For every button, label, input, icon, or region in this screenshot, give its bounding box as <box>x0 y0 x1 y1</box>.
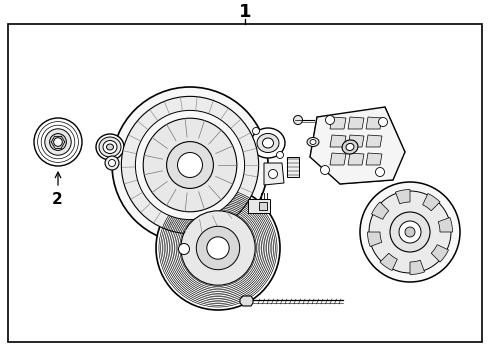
Polygon shape <box>410 260 424 275</box>
Text: 2: 2 <box>51 192 62 207</box>
Polygon shape <box>310 107 405 184</box>
Polygon shape <box>348 135 364 147</box>
Polygon shape <box>240 296 253 306</box>
Ellipse shape <box>310 140 316 144</box>
Circle shape <box>143 118 237 212</box>
Circle shape <box>167 141 214 188</box>
Polygon shape <box>330 153 346 165</box>
Circle shape <box>360 182 460 282</box>
Circle shape <box>112 87 268 243</box>
Circle shape <box>196 226 240 270</box>
Polygon shape <box>366 135 382 147</box>
Circle shape <box>390 212 430 252</box>
Circle shape <box>177 153 202 177</box>
Bar <box>8 24 482 342</box>
Circle shape <box>54 138 62 146</box>
Text: 1: 1 <box>239 3 251 21</box>
Ellipse shape <box>257 134 279 153</box>
Polygon shape <box>380 253 397 270</box>
Polygon shape <box>431 245 448 262</box>
Circle shape <box>45 129 71 155</box>
Circle shape <box>399 221 421 243</box>
Polygon shape <box>264 163 284 185</box>
Bar <box>287 157 299 177</box>
Circle shape <box>405 227 415 237</box>
Polygon shape <box>395 189 410 204</box>
Ellipse shape <box>103 140 117 153</box>
Circle shape <box>207 237 229 259</box>
Polygon shape <box>371 202 389 219</box>
Circle shape <box>320 166 329 175</box>
Circle shape <box>269 170 277 179</box>
Polygon shape <box>368 232 382 247</box>
Ellipse shape <box>307 138 319 147</box>
Circle shape <box>105 156 119 170</box>
Polygon shape <box>366 117 382 129</box>
Circle shape <box>369 191 451 273</box>
Polygon shape <box>366 153 382 165</box>
Ellipse shape <box>99 137 121 157</box>
Ellipse shape <box>106 144 114 150</box>
Polygon shape <box>330 117 346 129</box>
Ellipse shape <box>251 128 285 158</box>
Polygon shape <box>438 217 452 232</box>
Circle shape <box>135 111 245 220</box>
Circle shape <box>181 211 255 285</box>
Circle shape <box>252 127 260 135</box>
Polygon shape <box>168 239 198 259</box>
Ellipse shape <box>346 144 354 150</box>
Circle shape <box>49 134 67 150</box>
Circle shape <box>156 186 280 310</box>
Circle shape <box>108 159 116 166</box>
Circle shape <box>122 96 259 234</box>
Ellipse shape <box>263 138 273 148</box>
Polygon shape <box>330 135 346 147</box>
Circle shape <box>378 117 388 126</box>
Bar <box>248 199 270 213</box>
Circle shape <box>178 243 190 255</box>
Circle shape <box>375 167 385 176</box>
Circle shape <box>34 118 82 166</box>
Circle shape <box>325 116 335 125</box>
Circle shape <box>294 116 302 125</box>
Polygon shape <box>348 117 364 129</box>
Circle shape <box>276 152 284 158</box>
Polygon shape <box>423 193 440 211</box>
Bar <box>259 202 267 210</box>
Ellipse shape <box>342 140 358 154</box>
Polygon shape <box>348 153 364 165</box>
Ellipse shape <box>96 134 124 160</box>
